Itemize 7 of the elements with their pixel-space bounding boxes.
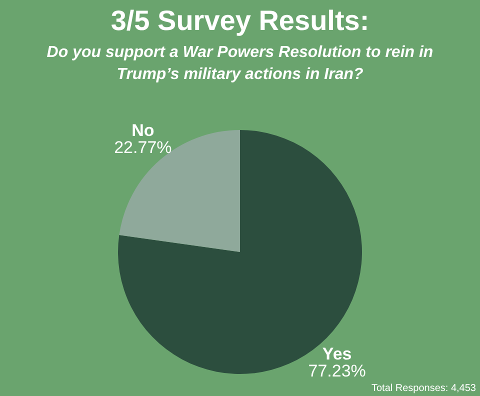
chart-subtitle: Do you support a War Powers Resolution to rein in Trump’s military actions in Iran?	[46, 43, 434, 85]
chart-title: 3/5 Survey Results:	[110, 4, 370, 38]
text: Total Responses: 4,453	[371, 383, 476, 394]
data-label: 77.23%	[308, 361, 366, 380]
slice-label: No	[132, 120, 154, 140]
slice-label: Yes	[322, 344, 352, 364]
data-label: 22.77%	[114, 138, 172, 157]
